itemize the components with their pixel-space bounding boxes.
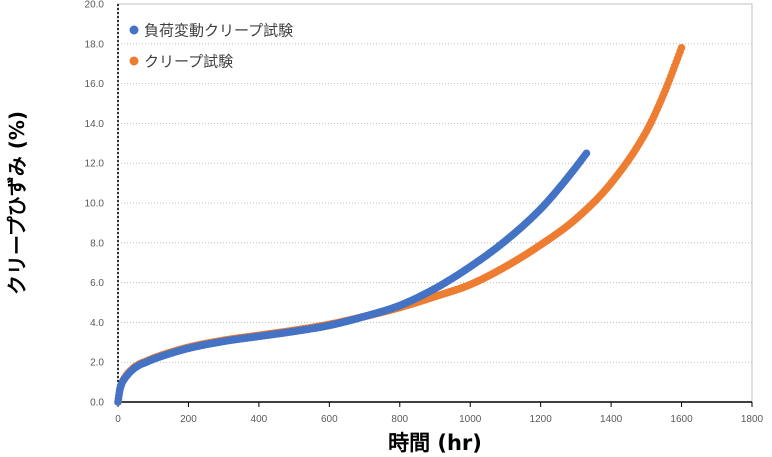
y-tick-label: 2.0 — [90, 358, 104, 369]
legend-marker-0 — [129, 25, 139, 35]
x-tick-label: 800 — [391, 414, 408, 425]
y-tick-label: 12.0 — [85, 159, 105, 170]
y-tick-label: 16.0 — [85, 79, 105, 90]
y-tick-label: 0.0 — [90, 398, 104, 409]
data-point — [582, 149, 591, 158]
legend-marker-1 — [129, 56, 139, 66]
legend-label-1: クリープ試験 — [144, 53, 233, 71]
y-tick-label: 20.0 — [85, 0, 105, 11]
x-tick-label: 200 — [180, 414, 197, 425]
series-0 — [114, 149, 591, 406]
y-tick-label: 10.0 — [85, 199, 105, 210]
legend: 負荷変動クリープ試験 クリープ試験 — [129, 22, 293, 71]
x-tick-label: 1600 — [670, 414, 693, 425]
x-tick-label: 1000 — [459, 414, 482, 425]
legend-label-0: 負荷変動クリープ試験 — [144, 22, 293, 40]
x-tick-label: 600 — [321, 414, 338, 425]
x-tick-label: 1400 — [600, 414, 623, 425]
x-axis-title: 時間 (hr) — [388, 431, 482, 455]
data-point — [677, 43, 686, 52]
y-tick-label: 6.0 — [90, 278, 104, 289]
axes — [117, 4, 753, 407]
x-tick-labels: 0 200 400 600 800 1000 1200 1400 1600 1800 — [115, 414, 763, 425]
y-tick-label: 8.0 — [90, 238, 104, 249]
y-tick-label: 14.0 — [85, 119, 105, 130]
x-tick-label: 400 — [251, 414, 268, 425]
y-tick-label: 4.0 — [90, 318, 104, 329]
series-1 — [114, 43, 686, 406]
y-tick-label: 18.0 — [85, 39, 105, 50]
y-tick-labels: 0.0 2.0 4.0 6.0 8.0 10.0 12.0 14.0 16.0 18.0 20.0 — [85, 0, 105, 409]
y-axis-title: クリープひずみ (%) — [5, 111, 29, 295]
x-tick-label: 1800 — [741, 414, 764, 425]
x-tick-label: 1200 — [530, 414, 553, 425]
x-tick-label: 0 — [115, 414, 121, 425]
grid-lines — [118, 3, 752, 363]
series-layer — [114, 43, 686, 406]
